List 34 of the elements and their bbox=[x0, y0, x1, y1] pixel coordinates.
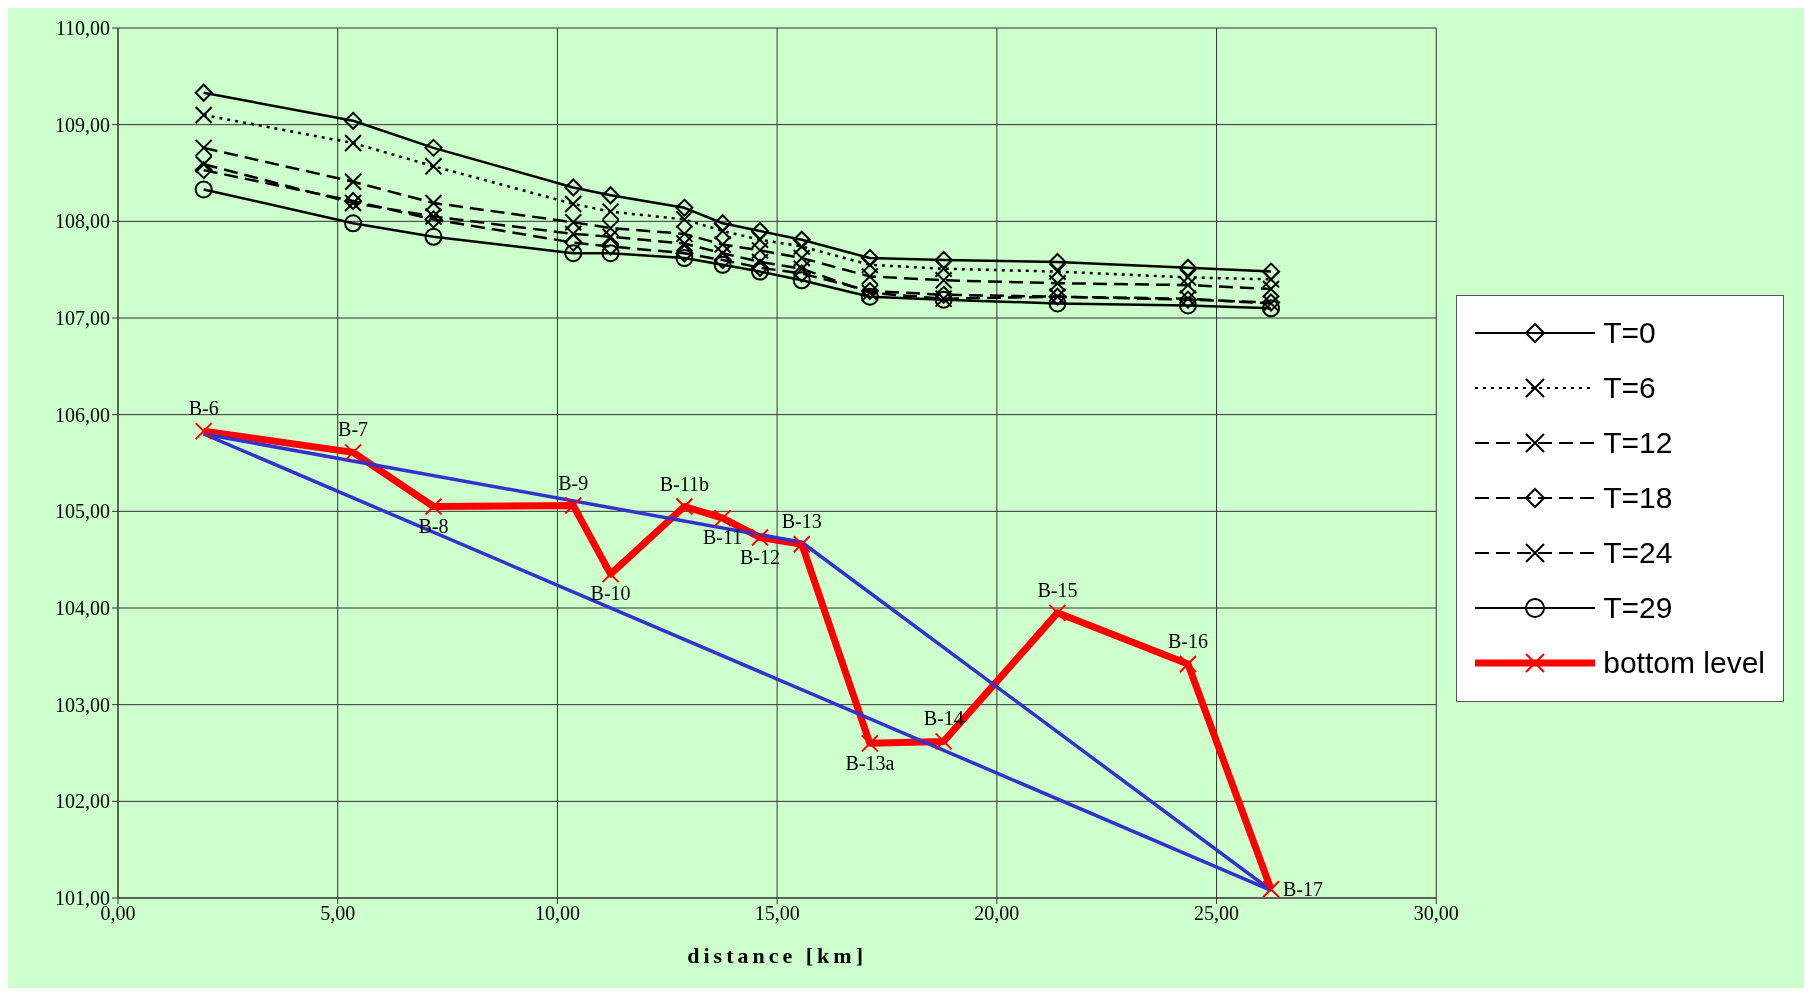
y-tick-label: 103,00 bbox=[55, 693, 110, 716]
annotation: B-7 bbox=[338, 418, 369, 441]
annotation: B-17 bbox=[1283, 878, 1324, 901]
legend-label: T=12 bbox=[1603, 426, 1673, 460]
y-tick-label: 107,00 bbox=[55, 307, 110, 330]
legend-label: T=6 bbox=[1603, 371, 1656, 405]
y-tick-label: 105,00 bbox=[55, 500, 110, 523]
x-tick-label: 5,00 bbox=[320, 902, 356, 925]
annotation: B-6 bbox=[188, 397, 219, 420]
annotation: B-15 bbox=[1037, 578, 1078, 601]
y-tick-label: 102,00 bbox=[55, 790, 110, 813]
annotation: B-13a bbox=[845, 751, 895, 774]
annotation: B-10 bbox=[590, 582, 631, 605]
y-tick-label: 106,00 bbox=[55, 403, 110, 426]
y-tick-label: 104,00 bbox=[55, 597, 110, 620]
x-tick-label: 25,00 bbox=[1194, 902, 1240, 925]
x-axis-title: distance [km] bbox=[687, 943, 867, 968]
annotation: B-16 bbox=[1167, 630, 1208, 653]
legend-label: T=24 bbox=[1603, 536, 1673, 570]
annotation: B-9 bbox=[558, 471, 589, 494]
x-tick-label: 10,00 bbox=[534, 902, 580, 925]
x-tick-label: 15,00 bbox=[754, 902, 800, 925]
annotation: B-13 bbox=[781, 510, 822, 533]
annotation: B-11b bbox=[659, 472, 710, 495]
x-tick-label: 20,00 bbox=[974, 902, 1020, 925]
legend-label: T=18 bbox=[1603, 481, 1673, 515]
legend-label: T=0 bbox=[1603, 316, 1656, 350]
y-tick-label: 109,00 bbox=[55, 113, 110, 136]
x-tick-label: 30,00 bbox=[1413, 902, 1459, 925]
legend-label: bottom level bbox=[1603, 646, 1765, 680]
y-tick-label: 110,00 bbox=[55, 17, 110, 40]
y-tick-label: 108,00 bbox=[55, 210, 110, 233]
annotation: B-8 bbox=[418, 514, 449, 537]
legend-label: T=29 bbox=[1603, 591, 1673, 625]
